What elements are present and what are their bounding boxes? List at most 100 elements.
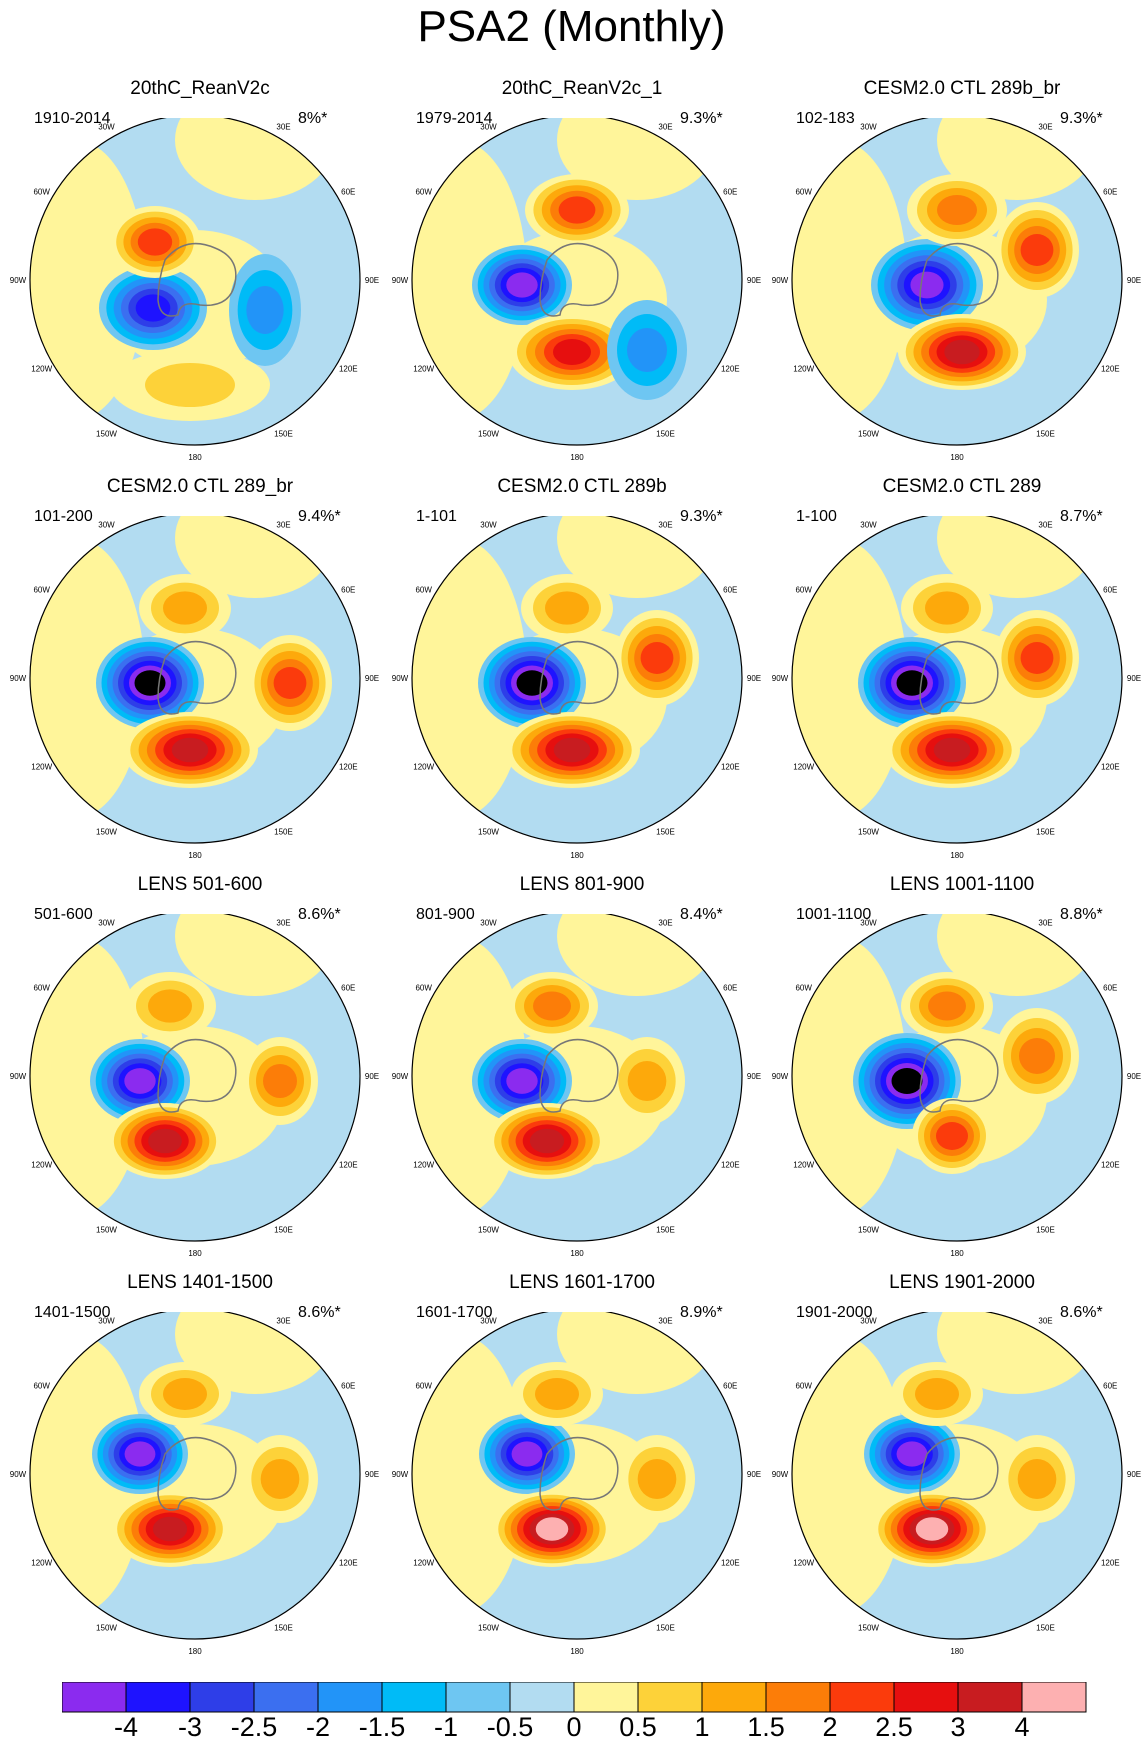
longitude-label: 90E bbox=[365, 674, 379, 683]
antarctica-coastline bbox=[157, 640, 237, 715]
antarctica-coastline bbox=[539, 1436, 619, 1511]
polar-map: 030E60E90E120E150E180150W120W90W60W30W bbox=[392, 1312, 761, 1656]
longitude-label: 30E bbox=[1038, 123, 1052, 132]
map-border bbox=[411, 516, 743, 844]
longitude-label: 150W bbox=[478, 1225, 499, 1234]
longitude-label: 150E bbox=[274, 827, 293, 836]
longitude-label: 150W bbox=[478, 827, 499, 836]
anomaly-contour bbox=[891, 1068, 923, 1094]
panel-period: 1-101 bbox=[416, 508, 457, 525]
panel-period: 1401-1500 bbox=[34, 1304, 111, 1321]
map-panel: CESM2.0 CTL 289b_br102-1839.3%*030E60E90… bbox=[772, 78, 1141, 462]
colorbar-tick-label: 1.5 bbox=[747, 1712, 785, 1742]
panel-title: CESM2.0 CTL 289b_br bbox=[863, 78, 1061, 99]
anomaly-contour bbox=[263, 1064, 297, 1098]
longitude-label: 30W bbox=[860, 123, 877, 132]
longitude-label: 150E bbox=[274, 429, 293, 438]
panel-title: LENS 801-900 bbox=[519, 874, 645, 895]
anomaly-contour bbox=[506, 272, 538, 298]
longitude-label: 60E bbox=[1103, 1382, 1117, 1391]
colorbar-swatch bbox=[573, 1682, 639, 1713]
longitude-label: 180 bbox=[188, 453, 202, 462]
longitude-label: 30W bbox=[860, 919, 877, 928]
panel-title: LENS 1001-1100 bbox=[889, 874, 1035, 895]
longitude-label: 180 bbox=[570, 1249, 584, 1258]
longitude-label: 30W bbox=[98, 521, 115, 530]
map-border bbox=[791, 1312, 1123, 1640]
longitude-label: 150W bbox=[96, 827, 117, 836]
longitude-label: 30E bbox=[1038, 1317, 1052, 1326]
longitude-label: 120W bbox=[31, 763, 52, 772]
panel-period: 102-183 bbox=[796, 110, 855, 127]
longitude-label: 30W bbox=[480, 521, 497, 530]
longitude-label: 120E bbox=[721, 1559, 740, 1568]
anomaly-contour bbox=[915, 1378, 959, 1410]
panel-variance-percent: 8.7%* bbox=[1060, 508, 1103, 525]
longitude-label: 180 bbox=[570, 453, 584, 462]
longitude-label: 30E bbox=[658, 919, 672, 928]
colorbar-tick-label: -2 bbox=[305, 1712, 330, 1742]
panel-variance-percent: 8.6%* bbox=[1060, 1304, 1103, 1321]
longitude-label: 150E bbox=[656, 827, 675, 836]
panel-period: 1901-2000 bbox=[796, 1304, 873, 1321]
longitude-label: 60E bbox=[1103, 586, 1117, 595]
panel-title: LENS 501-600 bbox=[137, 874, 263, 895]
longitude-label: 60W bbox=[33, 586, 50, 595]
panel-title: CESM2.0 CTL 289b bbox=[497, 476, 667, 497]
anomaly-contour bbox=[627, 1061, 667, 1101]
colorbar-swatch bbox=[957, 1682, 1023, 1713]
longitude-label: 30E bbox=[276, 1317, 290, 1326]
longitude-label: 120W bbox=[31, 365, 52, 374]
panel-variance-percent: 9.3%* bbox=[680, 508, 723, 525]
longitude-label: 150W bbox=[478, 429, 499, 438]
longitude-label: 180 bbox=[188, 851, 202, 860]
anomaly-contour bbox=[511, 1441, 543, 1467]
longitude-label: 120E bbox=[721, 763, 740, 772]
antarctica-coastline bbox=[539, 640, 619, 715]
anomaly-contour bbox=[529, 1128, 565, 1154]
longitude-label: 30E bbox=[658, 1317, 672, 1326]
map-panel: LENS 801-900801-9008.4%*030E60E90E120E15… bbox=[392, 874, 761, 1258]
longitude-label: 90E bbox=[365, 1470, 379, 1479]
antarctica-coastline bbox=[539, 1038, 619, 1113]
panel-period: 101-200 bbox=[34, 508, 93, 525]
longitude-label: 60E bbox=[1103, 984, 1117, 993]
map-panel: CESM2.0 CTL 289_br101-2009.4%*030E60E90E… bbox=[10, 476, 379, 860]
map-panel: CESM2.0 CTL 289b1-1019.3%*030E60E90E120E… bbox=[392, 476, 761, 860]
longitude-label: 90E bbox=[1127, 1072, 1141, 1081]
anomaly-contour bbox=[506, 1068, 538, 1094]
colorbar-swatch bbox=[62, 1682, 127, 1713]
colorbar-swatch bbox=[701, 1682, 767, 1713]
colorbar-swatch bbox=[829, 1682, 895, 1713]
panel-period: 1979-2014 bbox=[416, 110, 493, 127]
colorbar-swatch bbox=[317, 1682, 383, 1713]
panel-variance-percent: 8.9%* bbox=[680, 1304, 723, 1321]
colorbar-swatch bbox=[189, 1682, 255, 1713]
map-panel: CESM2.0 CTL 2891-1008.7%*030E60E90E120E1… bbox=[772, 476, 1141, 860]
longitude-label: 60W bbox=[415, 1382, 432, 1391]
longitude-label: 90E bbox=[365, 1072, 379, 1081]
longitude-label: 90W bbox=[392, 276, 409, 285]
anomaly-contour bbox=[545, 591, 589, 625]
antarctica-coastline bbox=[157, 1436, 237, 1511]
longitude-label: 120E bbox=[1101, 763, 1120, 772]
anomaly-contour bbox=[640, 642, 674, 674]
longitude-label: 180 bbox=[570, 1647, 584, 1656]
panel-period: 1601-1700 bbox=[416, 1304, 493, 1321]
colorbar-tick-label: 3 bbox=[950, 1712, 966, 1742]
panel-variance-percent: 8.6%* bbox=[298, 906, 341, 923]
longitude-label: 30W bbox=[98, 1317, 115, 1326]
longitude-label: 30W bbox=[860, 521, 877, 530]
longitude-label: 150E bbox=[1036, 429, 1055, 438]
longitude-label: 60W bbox=[415, 188, 432, 197]
longitude-label: 60W bbox=[795, 188, 812, 197]
longitude-label: 150W bbox=[858, 827, 879, 836]
colorbar-tick-label: -4 bbox=[113, 1712, 138, 1742]
anomaly-contour bbox=[910, 271, 944, 299]
map-border bbox=[411, 118, 743, 446]
longitude-label: 180 bbox=[950, 1249, 964, 1258]
polar-map: 030E60E90E120E150E180150W120W90W60W30W bbox=[772, 118, 1141, 462]
colorbar-swatch bbox=[1021, 1682, 1087, 1713]
longitude-label: 120E bbox=[721, 1161, 740, 1170]
polar-map: 030E60E90E120E150E180150W120W90W60W30W bbox=[392, 118, 761, 462]
